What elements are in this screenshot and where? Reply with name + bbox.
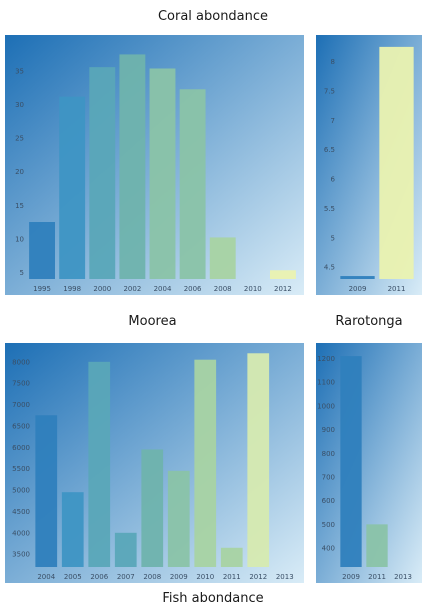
bar-2004 [149,68,176,279]
x-tick-label: 2002 [123,285,141,293]
bar-2011 [379,46,414,279]
x-tick-label: 2007 [117,573,135,581]
bar-2011 [366,524,388,567]
bar-2008 [141,449,164,567]
y-tick-label: 1200 [317,355,335,363]
x-tick-label: 2013 [394,573,412,581]
y-tick-label: 5000 [12,487,30,495]
fish-title: Fish abondance [162,591,264,606]
x-tick-label: 2009 [170,573,188,581]
y-tick-label: 10 [15,235,24,243]
bar-2009 [340,276,375,279]
coral-rarotonga-chart: 4.5 5 5.5 6 6.5 7 7.5 8 2009 2011 [316,35,422,295]
y-tick-label: 7000 [12,401,30,409]
y-tick-label: 400 [322,545,335,553]
bar-2004 [35,415,58,567]
y-tick-label: 5 [331,234,335,242]
y-tick-label: 8 [331,58,335,66]
y-tick-label: 500 [322,521,335,529]
x-tick-label: 2006 [184,285,202,293]
bar-1998 [59,96,86,279]
x-tick-label: 2013 [276,573,294,581]
y-tick-label: 6.5 [324,146,335,154]
y-tick-label: 4500 [12,508,30,516]
moorea-label: Moorea [128,314,177,329]
x-tick-label: 1995 [33,285,51,293]
x-tick-label: 2011 [223,573,241,581]
bar-2009 [340,356,362,567]
bar-2005 [61,492,84,567]
x-tick-label: 2011 [388,285,406,293]
bar-2008 [209,237,236,279]
y-tick-label: 7500 [12,380,30,388]
fish-moorea-chart: 3500 4000 4500 5000 5500 6000 6500 7000 7500 8000… [5,343,304,583]
bar-2006 [179,89,206,280]
y-tick-label: 3500 [12,551,30,559]
bar-2009 [167,470,190,567]
x-tick-label: 2005 [64,573,82,581]
y-tick-label: 7 [331,117,335,125]
y-tick-label: 4000 [12,529,30,537]
x-tick-label: 2012 [249,573,267,581]
x-tick-label: 2010 [196,573,214,581]
y-tick-label: 6 [331,176,336,184]
y-tick-label: 15 [15,202,24,210]
y-tick-label: 8000 [12,358,30,366]
x-tick-label: 2004 [154,285,172,293]
fish-rarotonga-chart: 400 500 600 700 800 900 1000 1100 1200 2009 2011 20… [316,343,422,583]
bar-2002 [119,54,146,280]
x-tick-label: 2004 [37,573,55,581]
y-tick-label: 30 [15,101,24,109]
x-tick-label: 2009 [349,285,367,293]
y-tick-label: 1100 [317,379,335,387]
y-tick-label: 25 [15,135,24,143]
y-tick-label: 5500 [12,465,30,473]
y-tick-label: 35 [15,68,24,76]
y-tick-label: 800 [322,450,335,458]
x-tick-label: 2000 [93,285,111,293]
x-tick-label: 2008 [214,285,232,293]
x-tick-label: 2012 [274,285,292,293]
coral-title: Coral abondance [157,9,269,24]
y-tick-label: 900 [322,426,335,434]
bar-2012 [269,270,296,279]
x-tick-label: 2011 [368,573,386,581]
x-tick-label: 2008 [143,573,161,581]
bar-2012 [247,353,270,567]
y-tick-label: 6500 [12,422,30,430]
rarotonga-label: Rarotonga [335,314,403,329]
bar-2006 [88,361,111,567]
bar-2010 [194,359,217,567]
x-tick-label: 2009 [342,573,360,581]
x-tick-label: 2010 [244,285,262,293]
y-tick-label: 1000 [317,402,335,410]
coral-moorea-chart: 5 10 15 20 25 30 35 1995 1998 2000 2002 2004 2006 200… [5,35,304,295]
y-tick-label: 6000 [12,444,30,452]
y-tick-label: 600 [322,497,335,505]
y-tick-label: 7.5 [324,87,335,95]
y-tick-label: 5 [20,269,24,277]
x-tick-label: 2006 [90,573,108,581]
y-tick-label: 700 [322,473,335,481]
bar-2007 [114,532,137,567]
bar-2000 [89,67,116,279]
bar-2011 [220,547,243,567]
x-tick-label: 1998 [63,285,81,293]
y-tick-label: 4.5 [324,264,335,272]
y-tick-label: 20 [15,168,24,176]
y-tick-label: 5.5 [324,205,335,213]
bar-1995 [29,222,56,279]
